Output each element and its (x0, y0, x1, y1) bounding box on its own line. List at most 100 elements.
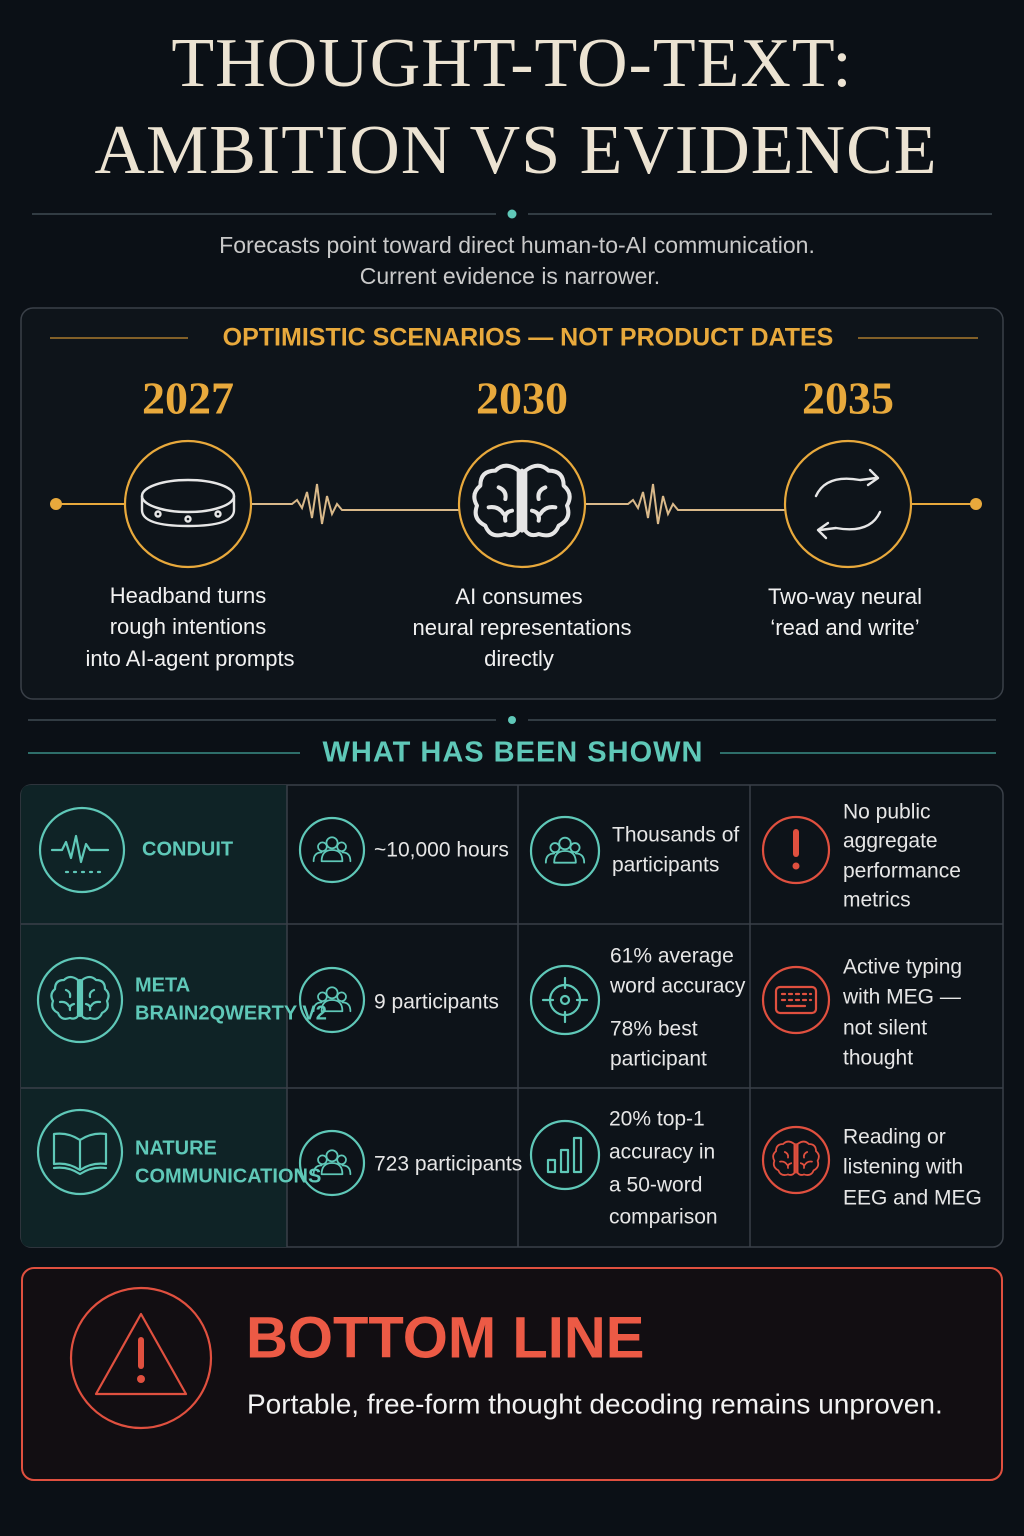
keyboard-icon-shape (780, 992, 813, 1008)
caveat: Active typing (843, 956, 962, 979)
caveat: with MEG — (842, 986, 961, 1009)
sync-icon (814, 468, 882, 540)
result: 61% average (610, 945, 734, 968)
source: CONDUIT (142, 838, 233, 860)
caveat: No public (843, 801, 931, 824)
timeline-panel (20, 307, 1004, 700)
caveat: EEG and MEG (843, 1187, 982, 1210)
headband-icon-shape (184, 515, 192, 523)
target-icon-shape (541, 976, 589, 1024)
source: COMMUNICATIONS (135, 1165, 321, 1187)
result: participant (610, 1048, 707, 1071)
milestone-text: Two-way neural (768, 584, 922, 609)
bottom-line-text: Portable, free-form thought decoding rem… (247, 1388, 943, 1419)
book-icon-shape (52, 1132, 108, 1172)
bar-icon (546, 1136, 583, 1174)
divider-shape (508, 716, 516, 724)
bar-icon-shape (559, 1148, 570, 1174)
milestone-text: ‘read and write’ (770, 615, 919, 640)
keyboard-icon (774, 985, 818, 1015)
headband-icon-shape (140, 494, 236, 528)
caveat: Reading or (843, 1126, 946, 1149)
bottom-line-heading: BOTTOM LINE (246, 1305, 644, 1370)
title: AMBITION VS EVIDENCE (94, 112, 937, 189)
caveat: aggregate (843, 830, 938, 853)
evidence-row: CONDUIT ~10,000 hours Thousands of parti… (38, 801, 961, 912)
evidence-row-shape (792, 862, 800, 870)
evidence-row-shape (761, 1125, 831, 1195)
timeline-axis (50, 483, 982, 525)
evidence-row-shape (529, 1119, 601, 1191)
evidence-row-shape (298, 1129, 366, 1197)
evidence-row-shape (38, 806, 126, 894)
evidence-table-shape (21, 785, 287, 1247)
milestone: 2035 Two-way neural ‘read and write’ (768, 373, 922, 640)
headband-icon (140, 478, 236, 528)
year: 2027 (142, 373, 234, 424)
title: THOUGHT-TO-TEXT: (171, 25, 852, 102)
timeline-axis-shape (584, 483, 786, 525)
divider (32, 209, 992, 219)
subtitle: Current evidence is narrower. (360, 263, 660, 289)
evidence-row-shape (529, 964, 601, 1036)
divider (28, 716, 996, 724)
timeline-axis-shape (970, 498, 982, 510)
book-icon-shape (52, 1166, 108, 1176)
timeline-heading: OPTIMISTIC SCENARIOS — NOT PRODUCT DATES (223, 324, 834, 352)
milestone-text: rough intentions (110, 614, 267, 639)
evidence-table (20, 784, 1004, 1248)
result: comparison (609, 1206, 718, 1229)
sync-icon-shape (816, 521, 830, 540)
book-icon (52, 1132, 108, 1176)
source: BRAIN2QWERTY V2 (135, 1002, 327, 1024)
result: accuracy in (609, 1141, 715, 1164)
milestone-text: Headband turns (110, 583, 267, 608)
result: a 50-word (609, 1174, 702, 1197)
headband-icon-shape (154, 510, 162, 518)
target-icon-shape (559, 994, 571, 1006)
year: 2030 (476, 373, 568, 424)
caveat: thought (843, 1047, 913, 1070)
sync-icon-shape (818, 510, 882, 532)
evidence-row-shape (50, 834, 110, 864)
result: 78% best (610, 1018, 698, 1041)
year: 2035 (802, 373, 894, 424)
subtitle: Forecasts point toward direct human-to-A… (219, 232, 815, 258)
caveat: metrics (843, 889, 911, 912)
milestone-text: neural representations (413, 615, 632, 640)
evidence-heading: WHAT HAS BEEN SHOWN (323, 737, 704, 769)
result: 20% top-1 (609, 1108, 705, 1131)
bar-icon-shape (546, 1158, 557, 1174)
timeline-axis-shape (50, 498, 62, 510)
milestone: 2027 Headband turns rough intentions int… (85, 373, 294, 671)
caveat: not silent (843, 1017, 927, 1040)
sync-icon-shape (814, 476, 878, 498)
bar-icon-shape (572, 1136, 583, 1174)
milestone: 2030 AI consumes neural representations … (413, 373, 632, 671)
headband-icon-shape (214, 510, 222, 518)
evidence-row-shape (298, 816, 366, 884)
source: META (135, 974, 190, 996)
sample: ~10,000 hours (374, 839, 509, 862)
evidence-row-shape (529, 815, 601, 887)
source: NATURE (135, 1137, 217, 1159)
bottom-line-box-shape (94, 1312, 188, 1396)
bottom-line-box-shape (69, 1286, 213, 1430)
bottom-line-box-shape (137, 1375, 145, 1383)
evidence-row-shape (36, 1108, 124, 1196)
sample: 723 participants (374, 1153, 522, 1176)
milestone-text: AI consumes (455, 584, 582, 609)
result: participants (612, 854, 719, 877)
sync-icon-shape (866, 468, 880, 487)
caveat: performance (843, 860, 961, 883)
bottom-line-box-shape (21, 1267, 1003, 1481)
timeline-axis-shape (250, 483, 460, 525)
sample: 9 participants (374, 991, 499, 1014)
evidence-row-shape (761, 965, 831, 1035)
evidence-row-shape (761, 815, 831, 885)
evidence-row: NATURE COMMUNICATIONS 723 participants 2… (36, 1108, 982, 1229)
target-icon (541, 976, 589, 1024)
bottom-line-box (21, 1267, 1003, 1481)
